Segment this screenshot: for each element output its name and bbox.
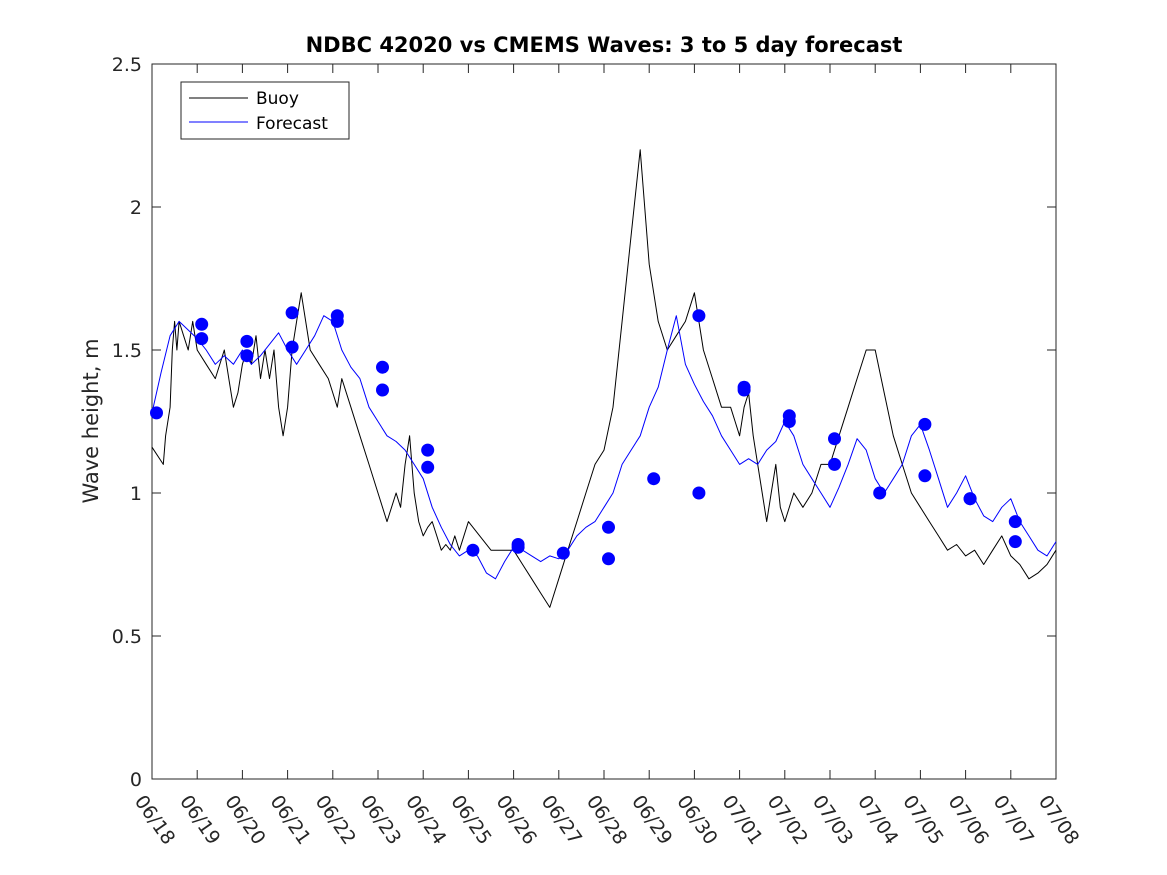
forecast-marker-point bbox=[240, 334, 254, 348]
forecast-marker-point bbox=[1008, 535, 1022, 549]
forecast-marker-point bbox=[150, 406, 163, 420]
x-tick-label: 06/25 bbox=[446, 791, 495, 848]
x-tick-label: 07/06 bbox=[944, 791, 993, 848]
plot-area bbox=[151, 63, 1057, 780]
x-tick-label: 06/28 bbox=[582, 791, 631, 848]
y-axis: 0 0.5 1 1.5 2 2.5 bbox=[112, 54, 1056, 791]
x-tick-label: 06/19 bbox=[175, 791, 224, 848]
x-tick-label: 06/30 bbox=[672, 791, 721, 848]
forecast-marker-point bbox=[963, 492, 977, 506]
legend: Buoy Forecast bbox=[180, 81, 350, 140]
x-tick-label: 06/26 bbox=[492, 791, 541, 848]
x-tick-label: 06/20 bbox=[220, 791, 269, 848]
x-tick-label: 07/01 bbox=[718, 791, 767, 848]
x-tick-label: 06/29 bbox=[627, 791, 676, 848]
forecast-marker-point bbox=[1008, 515, 1022, 529]
y-axis-label: Wave height, m bbox=[79, 338, 103, 503]
forecast-marker-point bbox=[602, 520, 615, 534]
forecast-marker-point bbox=[737, 383, 751, 397]
chart-title: NDBC 42020 vs CMEMS Waves: 3 to 5 day fo… bbox=[306, 33, 903, 57]
forecast-marker-point bbox=[376, 360, 389, 374]
x-tick-label: 06/21 bbox=[266, 791, 315, 848]
y-tick-label: 2.5 bbox=[112, 54, 142, 76]
forecast-marker-point bbox=[285, 306, 299, 320]
forecast-marker-point bbox=[511, 538, 525, 551]
forecast-marker-point bbox=[782, 415, 796, 428]
y-tick-label: 2 bbox=[130, 197, 142, 219]
y-tick-label: 0 bbox=[130, 769, 142, 791]
x-tick-label: 06/27 bbox=[537, 791, 586, 848]
legend-forecast-label: Forecast bbox=[256, 114, 328, 134]
forecast-marker-point bbox=[692, 309, 706, 323]
series-line-buoy bbox=[151, 149, 1057, 608]
series-layer bbox=[151, 149, 1057, 608]
forecast-marker-point bbox=[195, 332, 209, 346]
x-tick-label: 07/05 bbox=[898, 791, 947, 848]
x-tick-label: 06/24 bbox=[401, 791, 450, 848]
x-tick-label: 07/08 bbox=[1034, 791, 1083, 848]
forecast-marker-point bbox=[240, 349, 254, 363]
legend-box bbox=[180, 81, 350, 140]
y-tick-label: 1 bbox=[130, 483, 142, 505]
series-line-forecast bbox=[151, 315, 1057, 580]
x-tick-label: 07/04 bbox=[853, 791, 902, 848]
forecast-marker-point bbox=[918, 417, 932, 431]
y-tick-label: 1.5 bbox=[112, 340, 142, 362]
forecast-marker-point bbox=[602, 552, 615, 566]
forecast-marker-point bbox=[421, 443, 435, 457]
x-tick-label: 07/02 bbox=[763, 791, 812, 848]
forecast-marker-point bbox=[647, 472, 661, 486]
forecast-marker-point bbox=[828, 432, 841, 446]
forecast-marker-point bbox=[376, 383, 389, 397]
forecast-marker-point bbox=[828, 457, 841, 471]
forecast-marker-point bbox=[556, 546, 570, 560]
x-tick-label: 07/03 bbox=[808, 791, 857, 848]
x-tick-label: 06/22 bbox=[311, 791, 360, 848]
forecast-marker-point bbox=[330, 314, 344, 328]
forecast-marker-point bbox=[692, 486, 706, 500]
forecast-marker-point bbox=[873, 486, 887, 500]
x-tick-label: 07/07 bbox=[989, 791, 1038, 848]
y-tick-label: 0.5 bbox=[112, 626, 142, 648]
x-tick-label: 06/23 bbox=[356, 791, 405, 848]
forecast-marker-point bbox=[918, 469, 932, 483]
forecast-marker-point bbox=[285, 340, 299, 354]
forecast-marker-point bbox=[421, 460, 435, 474]
forecast-marker-point bbox=[466, 543, 480, 557]
legend-buoy-label: Buoy bbox=[256, 89, 299, 109]
forecast-markers bbox=[150, 306, 1022, 566]
forecast-marker-point bbox=[195, 317, 209, 331]
x-tick-label: 06/18 bbox=[130, 791, 179, 848]
